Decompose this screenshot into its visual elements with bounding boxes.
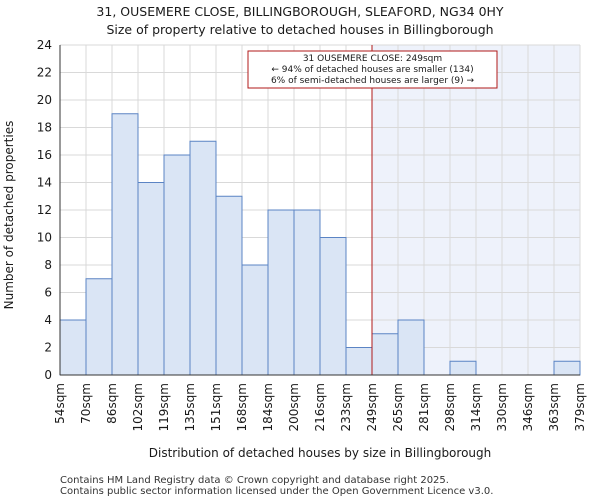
bar (371, 333, 399, 376)
y-axis-label: Number of detached properties (2, 121, 16, 310)
x-tick-label: 249sqm (365, 383, 379, 431)
x-tick-label: 119sqm (157, 383, 171, 431)
x-tick-label: 363sqm (547, 383, 561, 431)
bar (215, 195, 243, 376)
bar (163, 154, 191, 376)
bar (241, 264, 269, 376)
x-tick-label: 298sqm (443, 383, 457, 431)
y-tick-label: 0 (44, 368, 52, 382)
footer-line2: Contains public sector information licen… (60, 486, 493, 497)
y-tick-label: 16 (37, 148, 52, 162)
bar (553, 360, 581, 376)
y-tick-label: 14 (37, 176, 52, 190)
bar (449, 360, 477, 376)
x-tick-label: 265sqm (391, 383, 405, 431)
x-tick-label: 54sqm (53, 383, 67, 424)
axes (59, 45, 580, 376)
y-tick-label: 22 (37, 66, 52, 80)
x-tick-label: 86sqm (105, 383, 119, 424)
chart-title-line2: Size of property relative to detached ho… (106, 22, 493, 37)
y-tick-label: 6 (44, 286, 52, 300)
y-tick-label: 20 (37, 93, 52, 107)
x-tick-label: 346sqm (521, 383, 535, 431)
bar (267, 209, 295, 376)
x-tick-label: 216sqm (313, 383, 327, 431)
x-tick-label: 135sqm (183, 383, 197, 431)
x-tick-label: 379sqm (573, 383, 587, 431)
bar (397, 319, 425, 376)
x-axis-label: Distribution of detached houses by size … (149, 446, 492, 460)
y-tick-label: 12 (37, 203, 52, 217)
y-tick-label: 24 (37, 38, 52, 52)
bar (319, 237, 347, 376)
bar (137, 182, 165, 376)
annotation-line3: 6% of semi-detached houses are larger (9… (271, 76, 475, 86)
annotation-line1: 31 OUSEMERE CLOSE: 249sqm (303, 54, 442, 64)
x-tick-label: 330sqm (495, 383, 509, 431)
bar (293, 209, 321, 376)
x-tick-label: 281sqm (417, 383, 431, 431)
bars (59, 113, 581, 376)
x-tick-label: 233sqm (339, 383, 353, 431)
footer-line1: Contains HM Land Registry data © Crown c… (60, 475, 449, 486)
bar (59, 319, 87, 376)
y-tick-label: 2 (44, 341, 52, 355)
x-tick-label: 184sqm (261, 383, 275, 431)
x-tick-label: 151sqm (209, 383, 223, 431)
annotation-box: 31 OUSEMERE CLOSE: 249sqm ← 94% of detac… (247, 50, 498, 89)
x-tick-label: 168sqm (235, 383, 249, 431)
bar (111, 113, 139, 376)
x-tick-labels: 54sqm 70sqm 86sqm 102sqm 119sqm 135sqm 151sqm 1… (53, 383, 587, 431)
bar (345, 347, 373, 376)
x-tick-label: 102sqm (131, 383, 145, 431)
y-tick-label: 8 (44, 258, 52, 272)
y-tick-label: 10 (37, 231, 52, 245)
annotation-line2: ← 94% of detached houses are smaller (13… (271, 65, 473, 75)
bar (189, 140, 217, 376)
x-tick-label: 70sqm (79, 383, 93, 424)
y-tick-label: 4 (44, 313, 52, 327)
chart-title-line1: 31, OUSEMERE CLOSE, BILLINGBOROUGH, SLEA… (96, 4, 503, 19)
y-tick-label: 18 (37, 121, 52, 135)
x-tick-label: 314sqm (469, 383, 483, 431)
annotation-border (247, 50, 498, 89)
x-tick-label: 200sqm (287, 383, 301, 431)
bar (85, 278, 113, 376)
